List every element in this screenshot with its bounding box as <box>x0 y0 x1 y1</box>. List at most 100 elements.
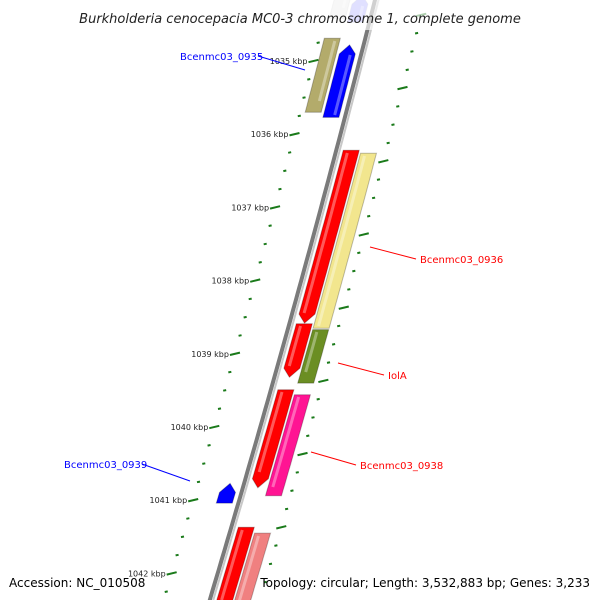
tick-label: 1037 kbp <box>231 203 269 212</box>
gene-label[interactable]: Bcenmc03_0936 <box>420 255 503 266</box>
gene-feature[interactable] <box>312 152 378 329</box>
gene-arrow[interactable] <box>215 482 237 504</box>
minor-tick <box>238 334 242 337</box>
minor-tick <box>258 261 262 264</box>
minor-tick <box>283 169 287 173</box>
tick-label: 1041 kbp <box>149 496 187 505</box>
major-tick <box>318 378 329 384</box>
minor-tick <box>307 78 311 81</box>
minor-tick <box>331 343 336 346</box>
minor-tick <box>175 553 179 557</box>
gene-arrow[interactable] <box>312 152 378 329</box>
minor-tick <box>352 269 356 273</box>
minor-tick <box>414 31 419 35</box>
minor-tick <box>180 535 185 539</box>
gene-label-connector <box>257 55 306 71</box>
gene-label[interactable]: IolA <box>388 371 407 382</box>
minor-tick <box>263 242 267 246</box>
tick-ring: 1035 kbp 1036 kbp 1037 kbp 1038 kbp 1039 kbp… <box>128 12 427 593</box>
gene-arrow[interactable] <box>283 323 313 378</box>
accession-text: Accession: NC_010508 <box>9 576 145 590</box>
gene-arrow[interactable] <box>264 394 312 497</box>
gene-label[interactable]: Bcenmc03_0938 <box>360 461 443 472</box>
gene-label-connector <box>369 246 417 260</box>
gene-arrow[interactable] <box>230 532 272 600</box>
minor-tick <box>376 178 381 181</box>
gene-feature[interactable] <box>214 526 255 600</box>
gene-feature[interactable] <box>215 482 237 504</box>
major-tick <box>209 424 220 430</box>
tick-label: 1039 kbp <box>191 350 229 359</box>
gene-label[interactable]: Bcenmc03_0935 <box>180 52 263 63</box>
gene-highlight <box>317 40 337 102</box>
minor-tick <box>217 407 222 410</box>
gene-arrow[interactable] <box>304 37 341 113</box>
minor-tick <box>243 315 247 319</box>
major-tick <box>229 351 241 356</box>
minor-tick <box>207 444 211 447</box>
gene-feature[interactable] <box>304 37 341 113</box>
minor-tick <box>316 41 320 44</box>
minor-tick <box>268 562 273 566</box>
gene-arrow[interactable] <box>298 149 360 324</box>
major-tick <box>166 571 177 576</box>
minor-tick <box>295 471 299 474</box>
gene-arrow[interactable] <box>251 389 295 489</box>
gene-feature[interactable] <box>251 389 295 489</box>
genome-summary: Topology: circular; Length: 3,532,883 bp… <box>259 576 590 590</box>
gene-highlight <box>238 535 260 600</box>
minor-tick <box>371 196 376 200</box>
gene-highlight <box>271 396 301 488</box>
minor-tick <box>228 370 232 374</box>
gene-arrow[interactable] <box>322 44 356 118</box>
gene-feature[interactable] <box>283 323 313 378</box>
minor-tick <box>405 68 409 72</box>
minor-tick <box>386 141 390 145</box>
major-tick <box>397 85 408 91</box>
major-tick <box>249 278 261 283</box>
minor-tick <box>186 517 190 520</box>
backbone-highlight <box>212 0 380 600</box>
minor-tick <box>337 324 341 328</box>
minor-tick <box>196 480 201 484</box>
title-band <box>0 0 600 30</box>
minor-tick <box>311 416 315 419</box>
map-title: Burkholderia cenocepacia MC0-3 chromosom… <box>79 12 521 27</box>
gene-feature[interactable] <box>322 44 356 118</box>
minor-tick <box>367 214 371 218</box>
minor-tick <box>164 590 168 593</box>
major-tick <box>378 159 389 164</box>
minor-tick <box>263 580 267 584</box>
minor-tick <box>274 544 278 547</box>
gene-highlight <box>220 529 244 600</box>
gene-label-connector <box>310 451 357 466</box>
major-tick <box>297 451 308 457</box>
minor-tick <box>297 114 301 118</box>
gene-feature[interactable] <box>264 394 312 497</box>
gene-highlight <box>304 331 319 373</box>
gene-arrow[interactable] <box>297 329 330 384</box>
minor-tick <box>248 297 252 301</box>
minor-tick <box>306 434 310 438</box>
gene-feature[interactable] <box>298 149 360 324</box>
gene-highlight <box>302 152 349 314</box>
gene-label[interactable]: Bcenmc03_0939 <box>64 460 147 471</box>
gene-feature[interactable] <box>230 532 272 600</box>
minor-tick <box>357 251 361 255</box>
gene-arrow[interactable] <box>214 526 255 600</box>
minor-tick <box>284 507 289 511</box>
major-tick <box>308 58 319 64</box>
major-tick <box>276 525 287 530</box>
major-tick <box>187 498 199 503</box>
gene-highlight <box>257 391 284 473</box>
tick-label: 1040 kbp <box>171 423 209 432</box>
minor-tick <box>290 489 294 492</box>
minor-tick <box>391 123 395 126</box>
minor-tick <box>316 397 320 401</box>
gene-feature[interactable] <box>297 329 330 384</box>
minor-tick <box>410 50 414 53</box>
minor-tick <box>302 96 306 99</box>
minor-tick <box>326 361 331 364</box>
